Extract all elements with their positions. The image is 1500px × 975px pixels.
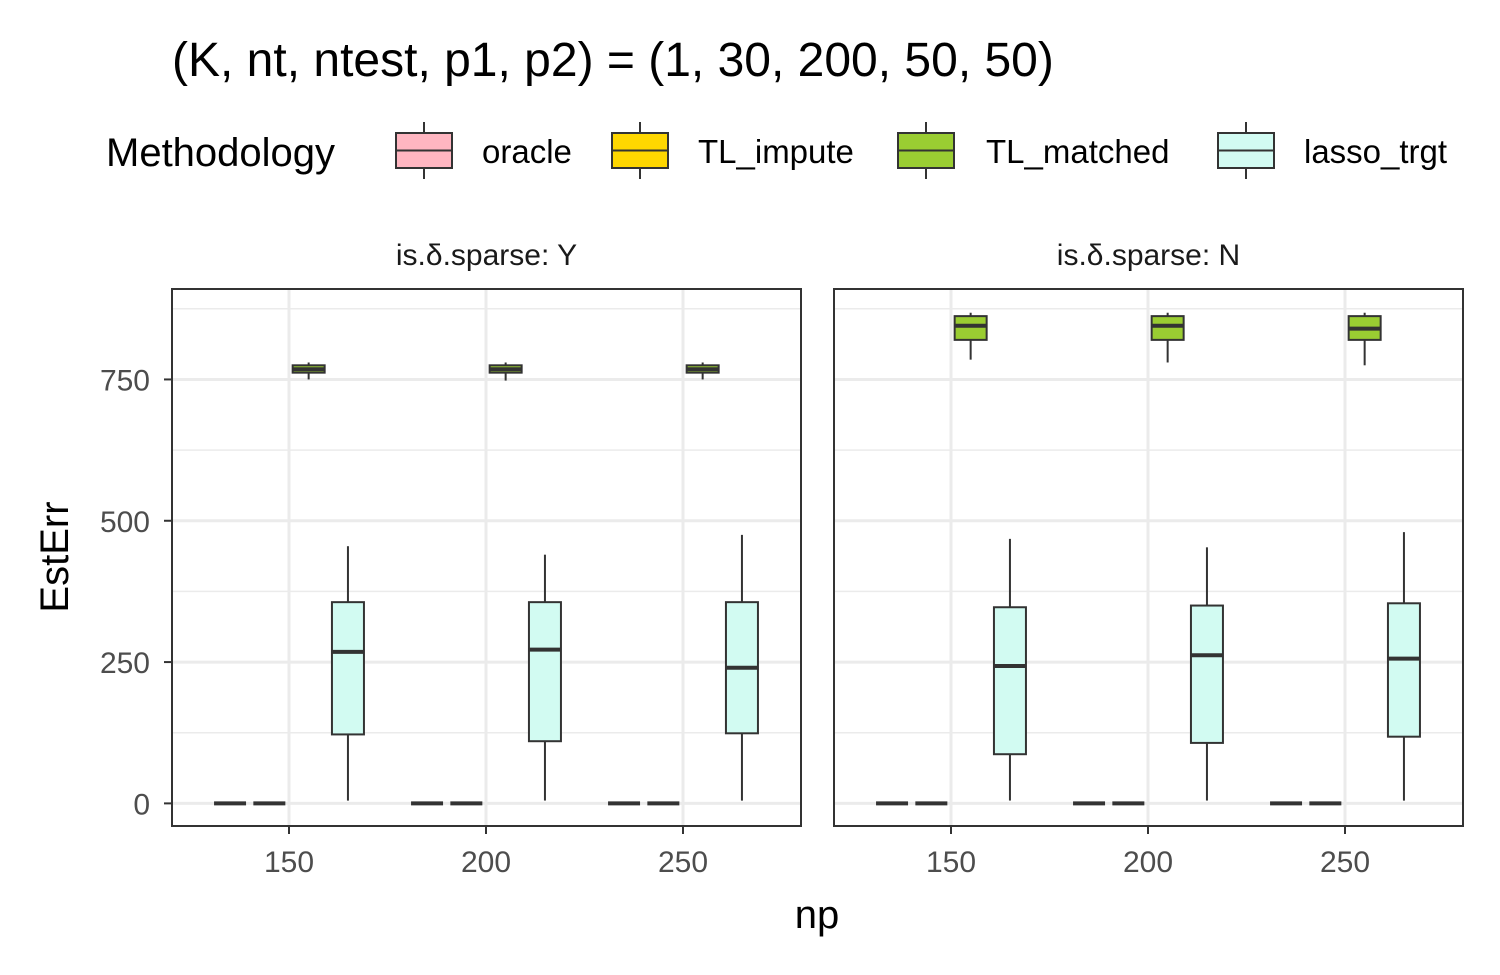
x-tick-label: 200 [1123,846,1173,879]
box-lasso-trgt [992,538,1027,801]
legend-item-oracle: oracle [395,122,572,179]
box-lasso-trgt [1189,547,1224,801]
box-tl-matched [1150,312,1185,363]
facet-strip-label: is.δ.sparse: Y [396,239,577,272]
x-tick-label: 150 [264,846,314,879]
y-tick-label: 750 [100,364,150,397]
legend-label: oracle [482,133,572,170]
box-lasso-trgt [330,546,365,801]
box-lasso-trgt [1386,532,1421,801]
box-body [992,606,1027,756]
box-tl-matched [953,312,988,360]
chart-title: (K, nt, ntest, p1, p2) = (1, 30, 200, 50… [172,34,1054,87]
legend-item-tl-matched: TL_matched [897,122,1169,179]
box-lasso-trgt [527,554,562,801]
x-tick-label: 250 [658,846,708,879]
box-group-np-150 [214,362,365,806]
box-group-np-250 [608,362,759,806]
legend-item-tl-impute: TL_impute [611,122,854,179]
box-lasso-trgt [724,534,759,801]
y-axis-label: EstErr [33,501,77,612]
x-axis-label: np [795,893,840,937]
box-group-np-200 [411,362,562,806]
legend-label: lasso_trgt [1304,133,1447,170]
box-group-np-200 [1073,312,1224,806]
y-tick-label: 0 [133,788,150,821]
x-tick-label: 250 [1320,846,1370,879]
x-tick-label: 150 [926,846,976,879]
box-body [1189,604,1224,744]
box-group-np-150 [876,312,1027,806]
legend-label: TL_matched [986,133,1169,170]
y-tick-label: 500 [100,506,150,539]
box-tl-matched [488,362,523,381]
facet-strip-label: is.δ.sparse: N [1057,239,1240,272]
box-body [330,601,365,736]
legend-item-lasso-trgt: lasso_trgt [1217,122,1447,179]
facet-panel-sparse-y: is.δ.sparse: Y 150 200 250 [171,239,802,879]
x-tick-label: 200 [461,846,511,879]
box-tl-matched [685,362,720,380]
box-body [1150,315,1185,341]
legend-label: TL_impute [698,133,854,170]
box-tl-matched [291,362,326,380]
box-group-np-250 [1270,312,1421,806]
box-body [953,315,988,341]
box-tl-matched [1347,312,1382,366]
box-body [527,601,562,743]
legend-title: Methodology [106,131,335,175]
facet-panel-sparse-n: is.δ.sparse: N 150 200 250 [833,239,1464,879]
box-body [1386,602,1421,738]
y-tick-label: 250 [100,647,150,680]
